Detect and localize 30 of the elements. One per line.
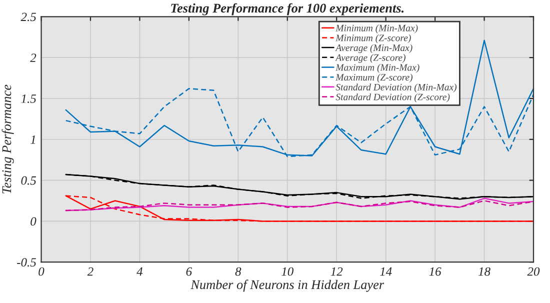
x-tick-label: 8: [235, 267, 242, 276]
y-tick-label: 2.5: [20, 12, 36, 22]
y-tick-label: 2: [30, 54, 36, 62]
legend-label: Average (Z-score): [335, 54, 406, 63]
legend-label: Standard Deviation (Min-Max): [336, 84, 457, 92]
x-tick-label: 18: [478, 267, 490, 276]
x-tick-label: 14: [380, 267, 392, 276]
legend-label: Maximum (Z-score): [336, 74, 412, 83]
chart-title: Testing Performance for 100 experiements.: [171, 3, 404, 16]
y-tick-label: 1.5: [21, 94, 36, 103]
legend-label: Standard Deviation (Z-score): [336, 93, 450, 102]
y-tick-label: 0.5: [21, 176, 36, 185]
legend-label: Minimum (Z-score): [336, 34, 411, 44]
y-axis-title: Testing Performance: [2, 84, 14, 194]
x-tick-label: 2: [87, 267, 94, 276]
legend-label: Average (Min-Max): [335, 44, 412, 54]
legend-label: Maximum (Min-Max): [336, 64, 420, 73]
x-tick-label: 0: [38, 267, 44, 276]
x-tick-label: 10: [282, 267, 294, 276]
x-tick-label: 20: [527, 267, 540, 276]
x-tick-label: 16: [429, 267, 442, 276]
x-axis-title: Number of Neurons in Hidden Layer: [190, 280, 384, 292]
line-series: [65, 198, 534, 212]
y-tick-label: 0: [30, 217, 36, 226]
x-tick-label: 4: [136, 267, 143, 276]
x-tick-label: 12: [330, 267, 343, 276]
y-tick-label: -0.5: [17, 258, 36, 267]
x-tick-label: 6: [186, 267, 192, 276]
y-tick-label: 1: [30, 135, 36, 144]
legend-label: Minimum (Min-Max): [336, 24, 418, 34]
